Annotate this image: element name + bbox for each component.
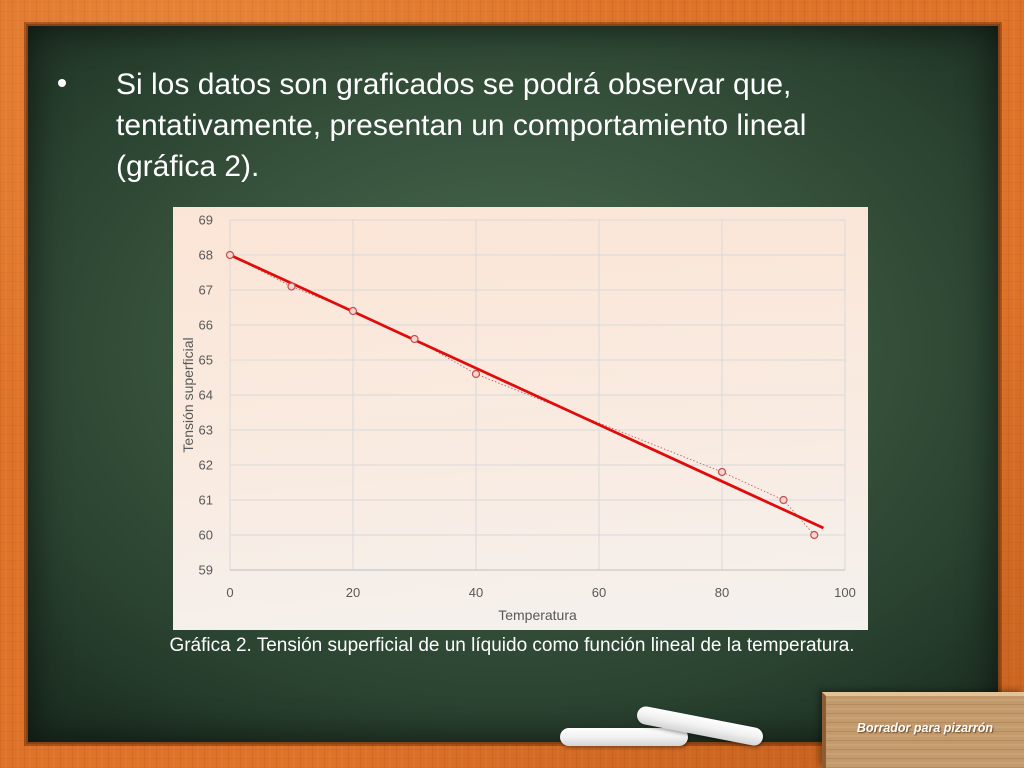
- y-tick-label: 60: [199, 528, 213, 543]
- y-tick-label: 62: [199, 458, 213, 473]
- x-tick-label: 60: [592, 585, 606, 600]
- data-point: [779, 495, 788, 505]
- y-tick-label: 61: [199, 493, 213, 508]
- y-tick-label: 66: [199, 318, 213, 333]
- x-tick-label: 100: [834, 585, 856, 600]
- y-tick-label: 59: [199, 563, 213, 578]
- y-tick-label: 65: [199, 353, 213, 368]
- y-tick-label: 68: [199, 248, 213, 263]
- x-tick-label: 0: [226, 585, 233, 600]
- data-point: [348, 306, 358, 316]
- eraser: Borrador para pizarrón: [822, 692, 1024, 768]
- chart-caption: Gráfica 2. Tensión superficial de un líq…: [169, 635, 855, 656]
- data-point: [410, 334, 419, 344]
- chart: 59 60 61 62 63 64 65 66 67 68 69 0 20 40 60 80 100 Temper…: [173, 207, 868, 630]
- data-point: [287, 282, 296, 291]
- bullet-text: Si los datos son graficados se podrá obs…: [116, 68, 807, 183]
- trendline: [229, 253, 825, 530]
- series-connector-line: [229, 254, 815, 536]
- x-axis-title: Temperatura: [498, 607, 577, 623]
- y-tick-label: 64: [199, 388, 213, 403]
- data-point: [810, 530, 819, 540]
- bullet-icon: [58, 79, 66, 87]
- data-point: [717, 467, 727, 477]
- y-tick-label: 67: [199, 283, 213, 298]
- y-axis-title: Tensión superficial: [180, 337, 196, 452]
- y-tick-label: 63: [199, 423, 213, 438]
- eraser-label: Borrador para pizarrón: [856, 721, 994, 735]
- chart-svg: 59 60 61 62 63 64 65 66 67 68 69 0 20 40 60 80 100 Temper…: [180, 213, 856, 624]
- x-tick-label: 40: [469, 585, 483, 600]
- x-tick-label: 80: [715, 585, 729, 600]
- data-point: [471, 369, 481, 379]
- data-point: [225, 250, 235, 260]
- y-tick-label: 69: [199, 213, 213, 228]
- chalk-piece: [560, 728, 688, 746]
- x-tick-label: 20: [346, 585, 360, 600]
